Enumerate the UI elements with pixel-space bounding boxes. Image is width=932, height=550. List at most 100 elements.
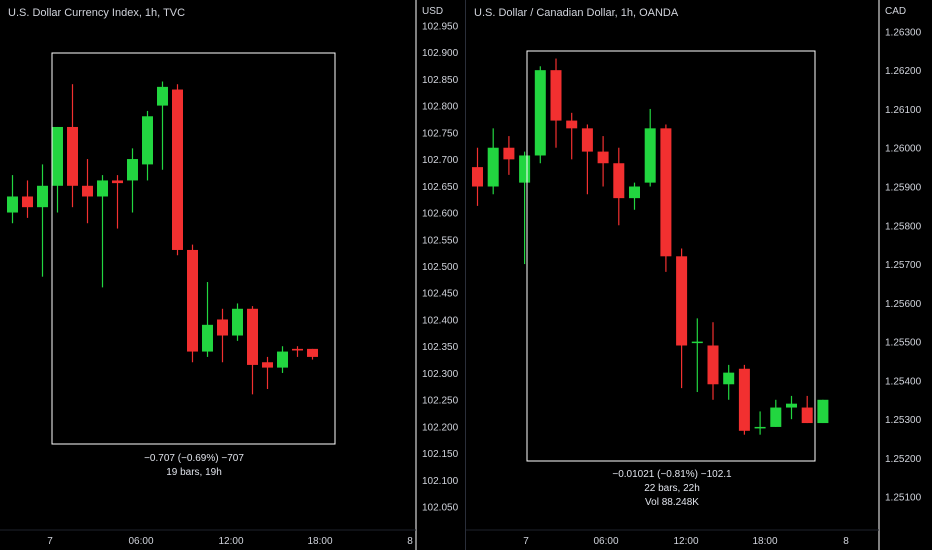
candle[interactable] [37, 164, 48, 277]
x-tick-label: 8 [843, 536, 849, 547]
candle[interactable] [707, 322, 719, 400]
candle[interactable] [112, 175, 123, 229]
candle-body [629, 186, 640, 199]
candle[interactable] [786, 395, 797, 420]
candle-body [292, 348, 303, 351]
candle-body [127, 159, 138, 181]
candle[interactable] [52, 126, 63, 213]
candle-body [202, 324, 213, 352]
y-tick-label: 102.350 [422, 342, 459, 353]
chart-dxy[interactable]: U.S. Dollar Currency Index, 1h, TVC USD 10… [0, 0, 466, 550]
candle[interactable] [217, 308, 228, 363]
candle[interactable] [770, 399, 782, 427]
candle[interactable] [801, 395, 813, 424]
y-tick-label: 102.300 [422, 369, 459, 380]
y-tick-label: 102.400 [422, 315, 459, 326]
candle[interactable] [738, 364, 750, 435]
candle-body [613, 163, 625, 199]
candle-body [7, 196, 18, 213]
candle[interactable] [597, 136, 609, 187]
candle-body [738, 368, 750, 431]
candle-body [232, 308, 243, 336]
candle[interactable] [292, 346, 303, 357]
y-tick-label: 1.25200 [885, 454, 922, 465]
measure-label: 19 bars, 19h [166, 467, 222, 478]
candle[interactable] [566, 112, 578, 160]
candle[interactable] [754, 411, 766, 435]
candle[interactable] [7, 175, 18, 224]
chart-usdcad[interactable]: U.S. Dollar / Canadian Dollar, 1h, OANDA… [466, 0, 932, 550]
candle-body [581, 128, 593, 152]
y-tick-label: 1.26300 [885, 27, 922, 38]
candle-body [723, 372, 735, 385]
candle[interactable] [691, 318, 703, 393]
candle[interactable] [644, 108, 656, 187]
y-tick-label: 102.900 [422, 48, 459, 59]
x-tick-label: 06:00 [128, 536, 153, 547]
candle[interactable] [187, 244, 198, 363]
candle-body [754, 426, 766, 429]
measure-frame[interactable] [526, 50, 816, 462]
measure-label: −0.707 (−0.69%) −707 [144, 453, 244, 464]
candle[interactable] [142, 110, 153, 181]
y-tick-label: 1.26100 [885, 105, 922, 116]
y-tick-label: 1.26000 [885, 144, 922, 155]
candle-body [644, 128, 656, 183]
candle[interactable] [22, 180, 33, 218]
candle[interactable] [82, 159, 93, 224]
y-tick-label: 102.250 [422, 396, 459, 407]
measure-label: Vol 88.248K [645, 497, 699, 508]
candle[interactable] [97, 175, 108, 288]
candle[interactable] [277, 346, 288, 373]
candle[interactable] [67, 84, 78, 208]
y-tick-label: 102.200 [422, 422, 459, 433]
y-tick-label: 1.25600 [885, 299, 922, 310]
y-tick-label: 102.850 [422, 75, 459, 86]
candle-body [112, 180, 123, 184]
x-tick-label: 18:00 [307, 536, 332, 547]
chart-pane-usdcad[interactable]: U.S. Dollar / Canadian Dollar, 1h, OANDA… [466, 0, 932, 550]
candle[interactable] [127, 148, 138, 213]
y-tick-label: 102.600 [422, 209, 459, 220]
candle[interactable] [629, 182, 640, 210]
candle-body [676, 256, 688, 346]
candle[interactable] [247, 306, 258, 395]
candle-body [52, 126, 63, 186]
candle[interactable] [550, 58, 562, 148]
candle[interactable] [519, 151, 531, 265]
candle-body [472, 167, 483, 187]
x-tick-label: 12:00 [673, 536, 698, 547]
x-tick-label: 18:00 [752, 536, 777, 547]
candle[interactable] [660, 124, 672, 272]
candle[interactable] [503, 136, 515, 175]
candle-body [801, 407, 813, 424]
measure-label: −0.01021 (−0.81%) −102.1 [612, 469, 732, 480]
y-tick-label: 102.450 [422, 289, 459, 300]
measure-frame[interactable] [51, 52, 336, 445]
pane-divider[interactable] [465, 0, 466, 550]
candle[interactable] [723, 364, 735, 400]
candle-body [157, 86, 168, 106]
candle[interactable] [232, 303, 243, 341]
chart-title: U.S. Dollar Currency Index, 1h, TVC [8, 7, 185, 19]
candle[interactable] [817, 399, 829, 424]
x-tick-label: 7 [47, 536, 53, 547]
candle[interactable] [172, 84, 183, 256]
candle[interactable] [307, 348, 318, 360]
candle-body [534, 70, 546, 156]
candle-body [786, 403, 797, 408]
candle[interactable] [262, 356, 273, 389]
chart-pane-dxy[interactable]: U.S. Dollar Currency Index, 1h, TVC USD 10… [0, 0, 466, 550]
candle[interactable] [472, 147, 483, 206]
candle[interactable] [613, 147, 625, 226]
candle-body [307, 348, 318, 357]
candle[interactable] [202, 282, 213, 357]
candle-body [691, 341, 703, 344]
candle-body [487, 147, 499, 187]
candle[interactable] [676, 248, 688, 389]
y-tick-label: 1.25900 [885, 183, 922, 194]
candle[interactable] [581, 124, 593, 195]
candle[interactable] [487, 128, 499, 195]
candle[interactable] [157, 81, 168, 170]
candle[interactable] [534, 66, 546, 164]
